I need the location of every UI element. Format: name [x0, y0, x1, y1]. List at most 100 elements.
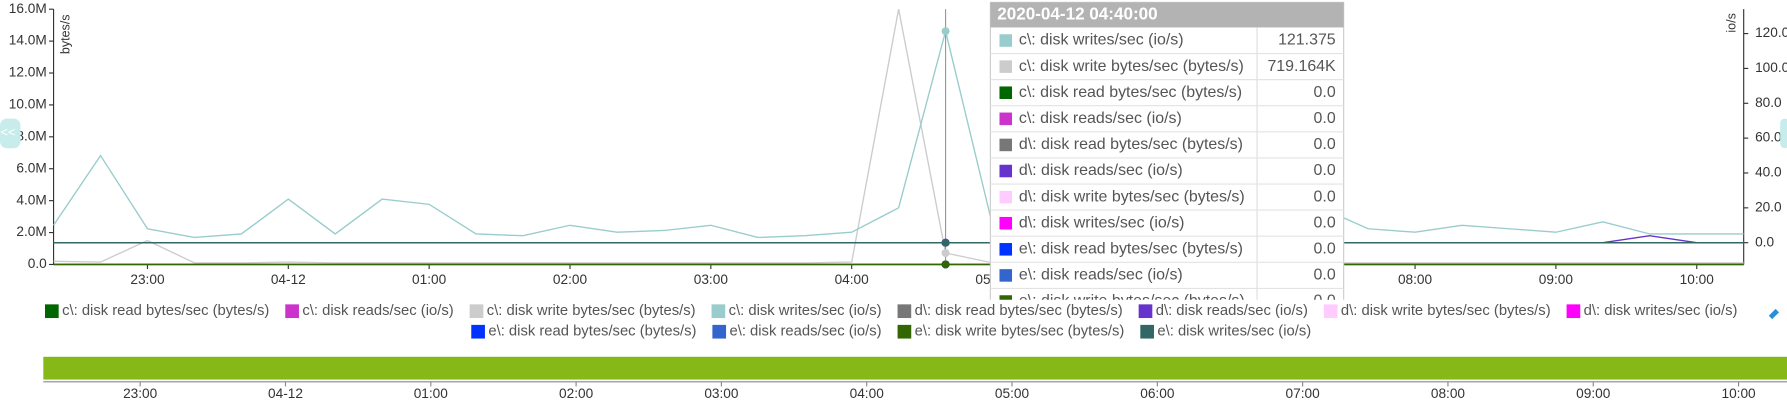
legend-label: c\: disk reads/sec (io/s): [302, 303, 453, 319]
y-tick-label: 6.0M: [16, 160, 46, 175]
collapse-button-label[interactable]: <<: [1, 126, 16, 140]
x-tick-label: 04:00: [835, 272, 870, 287]
legend-swatch: [897, 324, 912, 339]
tooltip-row-value: 0.0: [1314, 241, 1336, 258]
y2-tick-label: 20.0: [1755, 199, 1782, 214]
y2-tick-label: 80.0: [1755, 95, 1782, 110]
legend-swatch: [44, 304, 59, 319]
tooltip-swatch: [999, 295, 1013, 300]
navigator-tick-label: 23:00: [123, 386, 158, 401]
tooltip-row-value: 0.0: [1314, 293, 1336, 310]
tooltip-row-name: c\: disk writes/sec (io/s): [1019, 32, 1184, 49]
legend-swatch: [711, 304, 726, 319]
hover-dot: [941, 238, 950, 247]
legend-swatch: [897, 304, 912, 319]
legend-swatch: [285, 304, 299, 319]
tooltip-swatch: [999, 269, 1013, 282]
tooltip-swatch: [999, 112, 1013, 126]
navigator-tick-label: 05:00: [995, 386, 1030, 401]
x-tick-label: 08:00: [1398, 272, 1433, 287]
tooltip-swatch: [999, 86, 1013, 99]
navigator-tick-label: 08:00: [1431, 386, 1466, 401]
tooltip-row-name: e\: disk write bytes/sec (bytes/s): [1019, 293, 1245, 310]
collapse-button[interactable]: [0, 118, 21, 149]
expand-button[interactable]: [1780, 118, 1787, 149]
navigator-tick-label: 10:00: [1721, 386, 1756, 401]
navigator-tick-label: 06:00: [1140, 386, 1175, 401]
tooltip-row-name: c\: disk read bytes/sec (bytes/s): [1019, 84, 1242, 101]
legend-label: e\: disk reads/sec (io/s): [729, 324, 881, 340]
tooltip-row-name: c\: disk write bytes/sec (bytes/s): [1019, 58, 1244, 75]
legend-swatch: [469, 304, 484, 319]
tooltip-row-name: d\: disk read bytes/sec (bytes/s): [1019, 136, 1243, 153]
navigator-tick-label: 04-12: [268, 386, 303, 401]
legend-swatch: [712, 324, 727, 339]
tooltip-row-name: e\: disk read bytes/sec (bytes/s): [1019, 241, 1243, 258]
tooltip-swatch: [999, 138, 1013, 152]
series-line: [53, 235, 1744, 244]
legend-swatch: [1138, 304, 1153, 319]
tooltip-row-value: 0.0: [1314, 110, 1336, 127]
legend-label: e\: disk read bytes/sec (bytes/s): [488, 324, 696, 340]
navigator-tick-label: 02:00: [559, 386, 594, 401]
y-tick-label: 14.0M: [9, 33, 47, 48]
legend-label: e\: disk writes/sec (io/s): [1157, 324, 1311, 340]
tooltip-row-name: d\: disk writes/sec (io/s): [1019, 214, 1185, 231]
y2-tick-label: 40.0: [1755, 165, 1782, 180]
x-tick-label: 10:00: [1680, 272, 1715, 287]
legend-row: e\: disk read bytes/sec (bytes/s) e\: dis…: [471, 324, 1311, 340]
navigator-range[interactable]: [43, 356, 1787, 380]
legend-label: d\: disk read bytes/sec (bytes/s): [915, 303, 1123, 319]
x-tick-label: 09:00: [1539, 272, 1574, 287]
y-axis-label: bytes/s: [58, 14, 72, 54]
hover-dot: [941, 260, 950, 269]
legend-label: c\: disk read bytes/sec (bytes/s): [62, 303, 269, 319]
navigator-tick-label: 09:00: [1576, 386, 1611, 401]
series-line: [52, 31, 1744, 239]
legend-row: c\: disk read bytes/sec (bytes/s) c\: dis…: [44, 303, 1738, 319]
x-tick-label: 02:00: [553, 272, 588, 287]
legend-swatch: [1323, 304, 1338, 319]
y-tick-label: 10.0M: [9, 97, 47, 112]
tooltip-title: 2020-04-12 04:40:00: [997, 4, 1157, 23]
navigator-tick-label: 07:00: [1286, 386, 1321, 401]
tooltip-row-value: 0.0: [1314, 214, 1336, 231]
legend-swatch: [1566, 304, 1581, 319]
tooltip-header: [990, 2, 1344, 28]
y2-tick-label: 0.0: [1755, 234, 1774, 249]
tooltip-row-name: c\: disk reads/sec (io/s): [1019, 110, 1182, 127]
tooltip-row-value: 0.0: [1314, 188, 1336, 205]
tooltip-row-value: 121.375: [1278, 32, 1336, 49]
edit-icon[interactable]: [1768, 308, 1780, 320]
series-line: [53, 9, 1744, 264]
y-tick-label: 4.0M: [16, 192, 46, 207]
tooltip-swatch: [999, 164, 1013, 178]
tooltip-box: [989, 1, 1345, 300]
tooltip-swatch: [999, 216, 1013, 230]
y-tick-label: 8.0M: [16, 128, 46, 143]
x-tick-label: 03:00: [694, 272, 729, 287]
tooltip-swatch: [999, 190, 1013, 204]
tooltip-row-name: e\: disk reads/sec (io/s): [1019, 267, 1183, 284]
navigator-tick-label: 04:00: [850, 386, 885, 401]
tooltip-row-name: d\: disk reads/sec (io/s): [1019, 162, 1183, 179]
tooltip-row-value: 0.0: [1314, 267, 1336, 284]
x-tick-label: 23:00: [130, 272, 165, 287]
y-tick-label: 16.0M: [9, 1, 47, 16]
tooltip-row-value: 0.0: [1314, 84, 1336, 101]
y-tick-label: 2.0M: [16, 224, 46, 239]
hover-dot: [941, 249, 950, 257]
x-tick-label: 01:00: [412, 272, 447, 287]
tooltip-swatch: [999, 60, 1013, 73]
legend-label: d\: disk write bytes/sec (bytes/s): [1341, 303, 1551, 319]
x-tick-label: 04-12: [271, 272, 306, 287]
navigator-tick-label: 01:00: [414, 386, 449, 401]
tooltip-swatch: [999, 34, 1013, 47]
legend-label: e\: disk write bytes/sec (bytes/s): [915, 324, 1125, 340]
legend-swatch: [471, 324, 485, 339]
y2-axis-label: io/s: [1725, 13, 1739, 32]
legend-label: d\: disk writes/sec (io/s): [1584, 303, 1738, 319]
legend-label: d\: disk reads/sec (io/s): [1156, 303, 1308, 319]
navigator-tick-label: 03:00: [704, 386, 739, 401]
